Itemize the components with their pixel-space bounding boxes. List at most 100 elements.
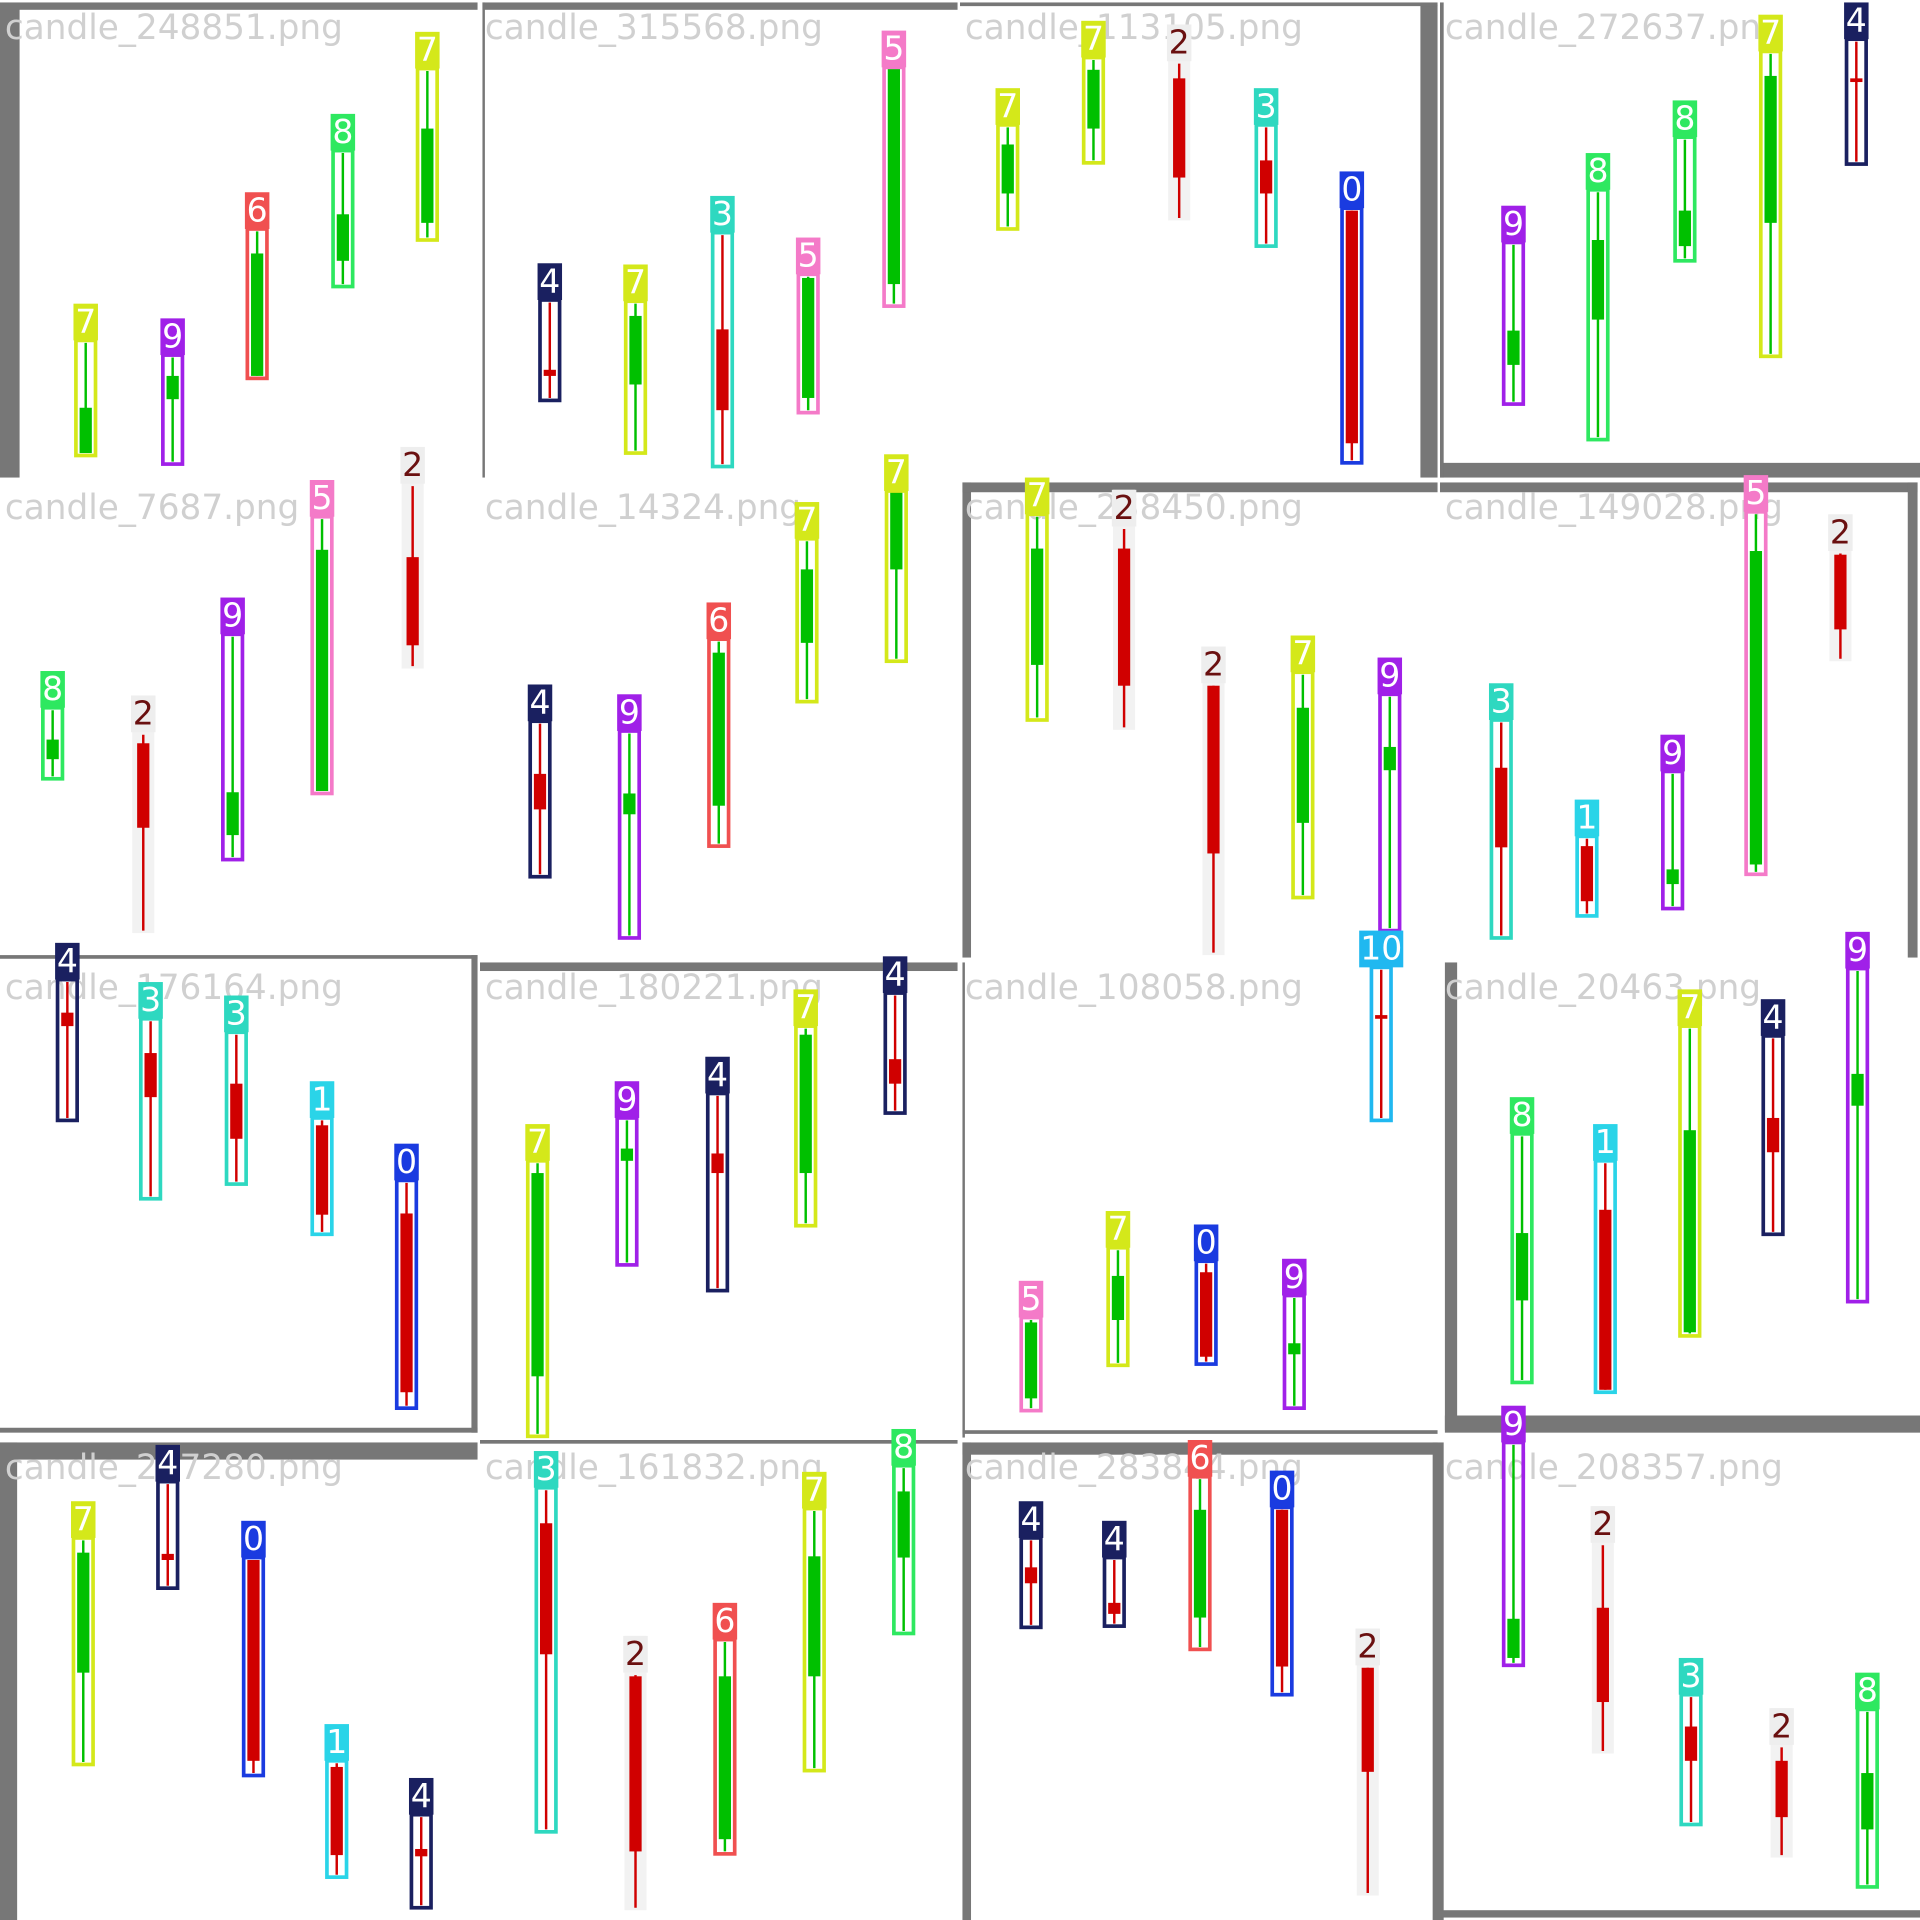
class-label: 9 [1284,1257,1305,1296]
label-tag [1585,153,1611,190]
candle-annotation: 3 [710,194,735,469]
candle-annotation: 2 [1166,23,1192,221]
candle-annotation: 0 [1269,1469,1295,1697]
candle-annotation: 1 [1574,798,1600,918]
label-tag [55,942,80,980]
label-tag [324,1724,349,1761]
candle-body [712,652,725,806]
candle-annotation: 3 [1488,681,1514,940]
label-tag [1111,489,1137,527]
candle-annotation: 7 [415,30,440,242]
label-tag [1845,931,1870,969]
label-tag [1678,1657,1704,1695]
candle-body [1507,1618,1520,1658]
candle-annotation: 0 [241,1519,266,1778]
candle-annotation: 4 [408,1776,434,1910]
candle-annotation: 7 [793,987,818,1228]
class-label: 3 [1491,681,1512,720]
candle-body [1596,1607,1609,1703]
label-tag [1677,989,1703,1027]
candle-annotation: 4 [155,1443,180,1590]
label-tag [623,1635,648,1673]
candle-annotation: 8 [1855,1671,1880,1889]
candle-annotation: 7 [73,302,98,458]
label-tag [408,1777,434,1815]
class-label: 2 [625,1634,646,1673]
candle-annotation: 4 [55,941,80,1123]
candle-annotation: 6 [712,1601,738,1856]
candle-annotation: 7 [1758,13,1783,359]
class-label: 6 [714,1601,735,1640]
candle-body [1495,767,1508,848]
candle-annotation: 9 [1660,733,1685,911]
label-tag [1672,100,1698,138]
candle-annotation: 7 [884,452,909,664]
class-label: 4 [411,1776,432,1815]
class-label: 4 [157,1443,178,1482]
candle-body [406,557,419,646]
candle-body [629,1676,642,1852]
candle-annotation: 9 [614,1079,640,1267]
class-label: 2 [1169,23,1190,62]
candle-annotation: 4 [705,1055,730,1293]
candle-annotation: 7 [794,500,820,704]
candle-body [1193,1509,1207,1618]
class-label: 8 [1674,99,1695,138]
tile: candle_20463.png 8 1 7 4 9 [1445,930,1870,1395]
candle-annotation: 7 [525,1122,550,1439]
class-label: 7 [1679,987,1700,1026]
tile-filename: candle_113105.png [965,8,1303,48]
class-label: 3 [1681,1656,1702,1695]
candle-annotation: 0 [394,1142,419,1410]
class-label: 1 [1595,1122,1616,1161]
class-label: 7 [527,1122,548,1161]
bounding-box [394,1178,419,1410]
class-label: 9 [222,596,243,635]
candle-body [230,1083,243,1139]
candle-body [1766,1117,1780,1153]
class-label: 2 [1830,512,1851,551]
label-tag [1193,1224,1219,1262]
label-tag [224,995,249,1033]
candle-annotation: 3 [1253,86,1279,248]
candle-body [1024,1322,1038,1399]
tile-filename: candle_248851.png [5,8,343,48]
class-label: 2 [1592,1504,1613,1543]
candle-body [890,492,903,570]
class-label: 9 [1379,656,1400,695]
candle-body [315,549,329,792]
label-tag [1187,1440,1213,1477]
tile: candle_14324.png 4 9 6 7 7 [485,452,909,940]
candle-annotation: 8 [330,112,356,289]
label-tag [160,318,185,356]
candle-body [1260,160,1273,194]
candle-annotation: 7 [802,1470,827,1773]
candle-annotation: 9 [1377,656,1403,933]
label-tag [400,446,425,484]
label-tag [244,192,270,229]
class-label: 9 [1503,204,1524,243]
candle-body [1775,1760,1788,1818]
candle-annotation: 1 [1593,1122,1618,1395]
class-label: 0 [396,1142,417,1181]
label-tag [712,1602,738,1640]
candle-body [79,407,92,454]
label-tag [1509,1097,1535,1134]
tile: candle_7687.png 8 2 9 5 2 [5,445,425,934]
candle-body [1684,1726,1698,1761]
candle-annotation: 5 [1743,473,1769,877]
class-label: 4 [1846,1,1867,40]
class-label: 0 [1196,1223,1217,1262]
candle-body [887,67,900,285]
candle-body [808,1556,821,1677]
candle-annotation: 6 [1187,1438,1213,1652]
candle-annotation: 2 [1201,645,1226,956]
candle-body [1117,548,1131,686]
label-tag [309,1081,335,1118]
class-label: 7 [75,302,96,341]
candle-annotation: 4 [1018,1499,1044,1630]
class-label: 6 [1189,1438,1210,1477]
candle-annotation: 2 [623,1634,648,1911]
